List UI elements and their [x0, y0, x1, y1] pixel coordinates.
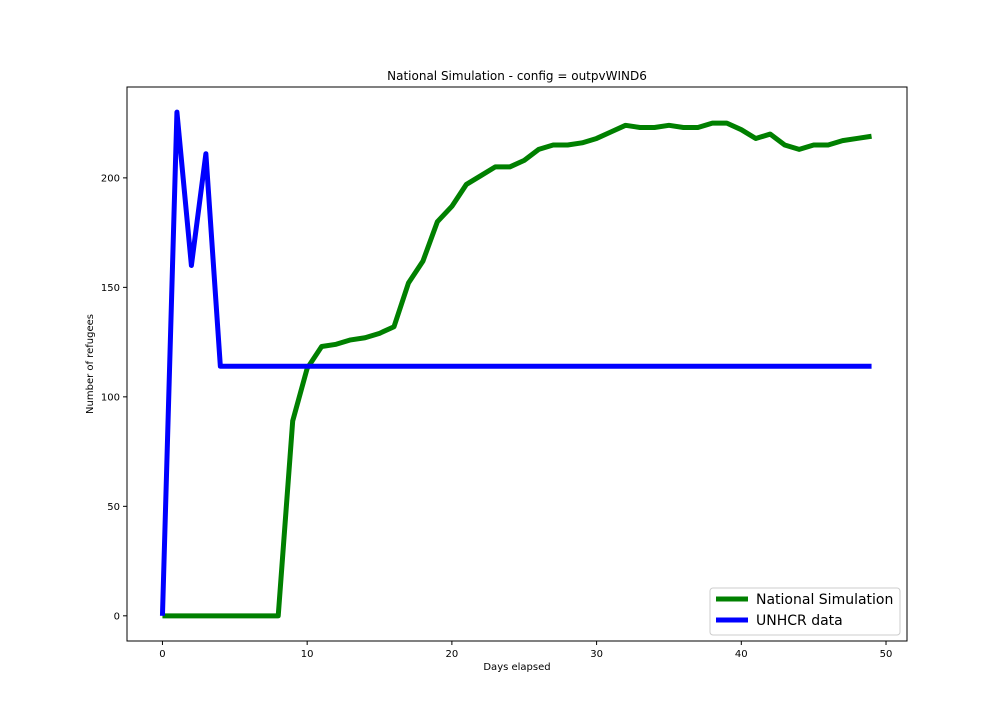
legend: National Simulation UNHCR data [709, 587, 901, 636]
legend-items: National Simulation UNHCR data [716, 592, 893, 629]
y-axis-label: Number of refugees [85, 314, 96, 414]
x-tick-label: 40 [735, 649, 748, 660]
series-layer [159, 109, 872, 619]
legend-label: National Simulation [756, 592, 893, 608]
legend-box [709, 587, 901, 636]
x-tick-label: 30 [590, 649, 603, 660]
y-tick-label: 50 [107, 502, 120, 513]
axes-frame [126, 86, 908, 642]
y-tick-label: 150 [101, 283, 120, 294]
national-simulation-line [162, 120, 872, 619]
y-tick-label: 0 [114, 611, 120, 622]
y-tick-label: 200 [101, 173, 120, 184]
x-tick-label: 50 [880, 649, 893, 660]
x-axis-ticks: 0 10 20 30 40 50 [159, 641, 892, 660]
y-axis-ticks: 0 50 100 150 200 [101, 173, 127, 622]
plot-area [126, 86, 908, 642]
unhcr-data-line [159, 109, 872, 616]
x-tick-label: 10 [301, 649, 314, 660]
x-tick-label: 0 [159, 649, 165, 660]
x-tick-label: 20 [446, 649, 459, 660]
legend-label: UNHCR data [756, 613, 843, 629]
y-tick-label: 100 [101, 392, 120, 403]
chart-title: National Simulation - config = outpvWIND… [387, 69, 647, 83]
x-axis-label: Days elapsed [483, 662, 550, 673]
